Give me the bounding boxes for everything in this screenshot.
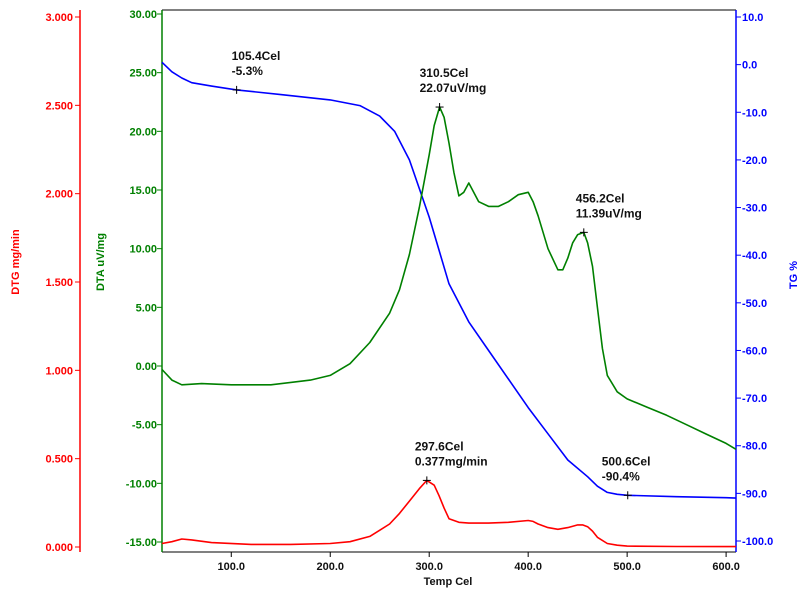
- tg-tick-label: -60.0: [742, 345, 767, 357]
- dta-tick-label: 0.00: [136, 361, 157, 373]
- tg-tick-label: -10.0: [742, 107, 767, 119]
- annotation-label-temp: 297.6Cel: [415, 439, 464, 453]
- x-tick-label: 500.0: [613, 561, 641, 573]
- annotation-label-value: 11.39uV/mg: [576, 206, 642, 220]
- tg-tick-label: -80.0: [742, 441, 767, 453]
- dtg-tick-label: 1.500: [45, 277, 73, 289]
- annotation-label-temp: 500.6Cel: [602, 454, 651, 468]
- dtg-tick-label: 2.000: [45, 189, 73, 201]
- tg-tick-label: -50.0: [742, 298, 767, 310]
- tg-tick-label: -40.0: [742, 250, 767, 262]
- tg-tick-label: -30.0: [742, 203, 767, 215]
- x-tick-label: 200.0: [316, 561, 344, 573]
- annotation-label-value: 22.07uV/mg: [420, 81, 487, 95]
- dta-tick-label: 5.00: [136, 302, 157, 314]
- x-tick-label: 300.0: [415, 561, 443, 573]
- x-axis-title: Temp Cel: [424, 576, 473, 588]
- dta-tick-label: 25.00: [129, 68, 157, 80]
- dtg-curve: [161, 479, 736, 548]
- tg-tick-label: 10.0: [742, 12, 763, 24]
- x-tick-label: 400.0: [514, 561, 542, 573]
- dta-axis-title: DTA uV/mg: [95, 233, 107, 291]
- x-tick-label: 600.0: [712, 561, 740, 573]
- tg-tick-label: 0.0: [742, 60, 757, 72]
- x-tick-label: 100.0: [218, 561, 246, 573]
- dtg-tick-label: 1.000: [45, 365, 73, 377]
- tg-axis-title: TG %: [788, 261, 800, 289]
- dta-tick-label: 10.00: [129, 244, 157, 256]
- dta-tick-label: 30.00: [129, 9, 157, 21]
- dta-tick-label: 20.00: [129, 126, 157, 138]
- annotation-label-value: -90.4%: [602, 469, 640, 483]
- tg-tick-label: -20.0: [742, 155, 767, 167]
- dta-tick-label: -10.00: [126, 478, 157, 490]
- tg-curve: [161, 61, 737, 499]
- dta-curve: [161, 106, 737, 450]
- dtg-tick-label: 3.000: [45, 12, 73, 24]
- dtg-axis-title: DTG mg/min: [10, 229, 22, 295]
- series-layer: [161, 61, 737, 548]
- dta-tick-label: -15.00: [126, 537, 157, 549]
- tg-tick-label: -100.0: [742, 536, 773, 548]
- dta-tick-label: 15.00: [129, 185, 157, 197]
- annotation-label-temp: 310.5Cel: [420, 66, 469, 80]
- axes-layer: 100.0 200.0 300.0 400.0 500.0 600.0 0.000 0.500…: [45, 9, 773, 573]
- annotation-label-temp: 456.2Cel: [576, 191, 625, 205]
- dtg-tick-label: 0.500: [45, 454, 73, 466]
- dtg-tick-label: 0.000: [45, 542, 73, 554]
- dtg-tick-label: 2.500: [45, 100, 73, 112]
- dta-tick-label: -5.00: [132, 420, 157, 432]
- annotation-label-value: 0.377mg/min: [415, 454, 488, 468]
- tg-tick-label: -70.0: [742, 393, 767, 405]
- annotation-label-temp: 105.4Cel: [232, 49, 281, 63]
- annotation-label-value: -5.3%: [232, 64, 264, 78]
- tg-tick-label: -90.0: [742, 488, 767, 500]
